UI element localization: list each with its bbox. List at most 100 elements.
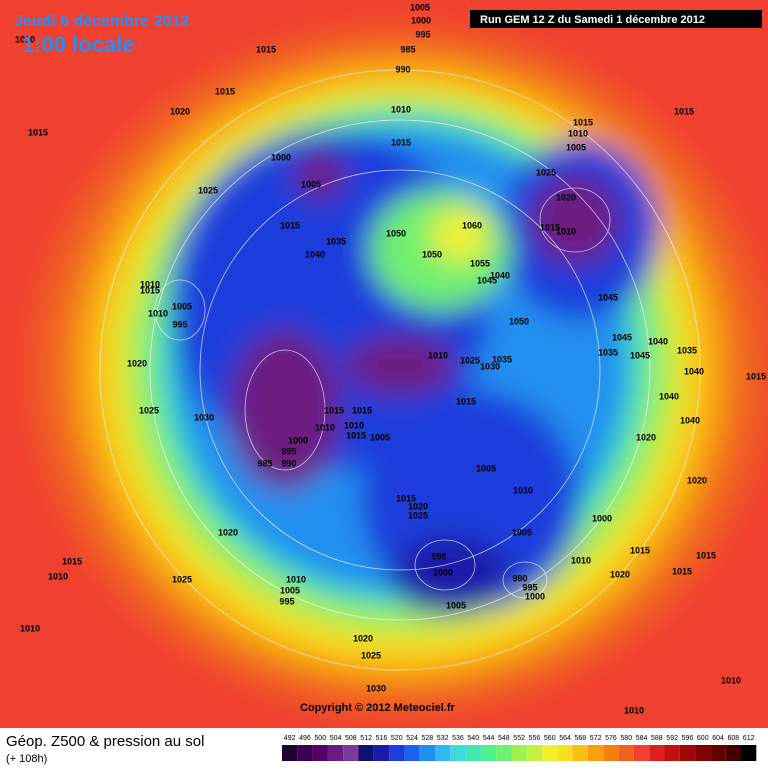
legend-value: 544 bbox=[483, 735, 495, 742]
pressure-label: 1005 bbox=[512, 527, 532, 537]
pressure-label: 1045 bbox=[598, 292, 618, 302]
pressure-label: 1040 bbox=[305, 249, 325, 259]
pressure-label: 1005 bbox=[172, 301, 192, 311]
pressure-label: 1045 bbox=[477, 275, 497, 285]
pressure-label: 1015 bbox=[62, 556, 82, 566]
pressure-label: 1015 bbox=[746, 371, 766, 381]
legend-swatch bbox=[603, 745, 619, 761]
pressure-label: 1000 bbox=[288, 435, 308, 445]
pressure-label: 1025 bbox=[460, 355, 480, 365]
legend-value: 532 bbox=[437, 735, 449, 742]
legend-swatch bbox=[695, 745, 711, 761]
pressure-label: 995 bbox=[415, 29, 430, 39]
legend-value: 496 bbox=[299, 735, 311, 742]
legend-value: 536 bbox=[452, 735, 464, 742]
pressure-label: 1015 bbox=[391, 137, 411, 147]
legend-value: 576 bbox=[605, 735, 617, 742]
legend-swatch bbox=[450, 745, 466, 761]
pressure-label: 1010 bbox=[721, 675, 741, 685]
legend-swatch bbox=[282, 745, 298, 761]
legend-value: 524 bbox=[406, 735, 418, 742]
geopotential-field bbox=[0, 0, 768, 728]
pressure-label: 1025 bbox=[361, 650, 381, 660]
pressure-label: 1005 bbox=[410, 2, 430, 12]
pressure-label: 1015 bbox=[280, 220, 300, 230]
pressure-labels: 1010100510009959859901015101510201015101… bbox=[15, 2, 766, 715]
pressure-label: 1015 bbox=[324, 405, 344, 415]
pressure-label: 1035 bbox=[598, 347, 618, 357]
pressure-label: 1010 bbox=[48, 571, 68, 581]
pressure-label: 1015 bbox=[672, 566, 692, 576]
pressure-label: 1020 bbox=[556, 192, 576, 202]
run-box bbox=[470, 10, 762, 28]
legend-value: 572 bbox=[590, 735, 602, 742]
pressure-label: 1005 bbox=[280, 585, 300, 595]
pressure-label: 1025 bbox=[139, 405, 159, 415]
pressure-label: 1010 bbox=[571, 555, 591, 565]
pressure-label: 1050 bbox=[386, 228, 406, 238]
pressure-label: 1005 bbox=[370, 432, 390, 442]
pressure-label: 1015 bbox=[573, 117, 593, 127]
pressure-label: 1040 bbox=[659, 391, 679, 401]
legend-swatch bbox=[343, 745, 359, 761]
pressure-label: 1020 bbox=[170, 106, 190, 116]
pressure-label: 1025 bbox=[198, 185, 218, 195]
pressure-label: 1060 bbox=[462, 220, 482, 230]
pressure-label: 1020 bbox=[687, 475, 707, 485]
pressure-label: 1010 bbox=[286, 574, 306, 584]
pressure-label: 1015 bbox=[346, 430, 366, 440]
legend-value: 492 bbox=[284, 735, 296, 742]
pressure-label: 1030 bbox=[366, 683, 386, 693]
pressure-label: 1010 bbox=[391, 104, 411, 114]
legend-swatch bbox=[649, 745, 665, 761]
pressure-label: 1015 bbox=[215, 86, 235, 96]
pressure-label: 1040 bbox=[490, 270, 510, 280]
pressure-label: 990 bbox=[395, 64, 410, 74]
legend-value: 548 bbox=[498, 735, 510, 742]
pressure-label: 1005 bbox=[566, 142, 586, 152]
pressure-label: 1020 bbox=[353, 633, 373, 643]
pressure-label: 1010 bbox=[624, 705, 644, 715]
pressure-label: 1010 bbox=[15, 34, 35, 44]
pressure-label: 1005 bbox=[476, 463, 496, 473]
legend-value: 520 bbox=[391, 735, 403, 742]
pressure-label: 1010 bbox=[556, 226, 576, 236]
pressure-label: 1010 bbox=[315, 422, 335, 432]
pressure-label: 985 bbox=[400, 44, 415, 54]
pressure-label: 1030 bbox=[480, 361, 500, 371]
legend-value: 588 bbox=[651, 735, 663, 742]
legend-value: 592 bbox=[666, 735, 678, 742]
pressure-label: 1015 bbox=[696, 550, 716, 560]
legend-swatch bbox=[465, 745, 481, 761]
legend-swatch bbox=[741, 745, 757, 761]
pressure-label: 995 bbox=[281, 446, 296, 456]
pressure-label: 995 bbox=[172, 319, 187, 329]
legend-value: 608 bbox=[728, 735, 740, 742]
legend-swatch bbox=[327, 745, 344, 761]
legend-swatch bbox=[419, 745, 435, 761]
pressure-label: 1040 bbox=[684, 366, 704, 376]
legend-value: 516 bbox=[376, 735, 388, 742]
legend-swatch bbox=[542, 745, 558, 761]
pressure-label: 1045 bbox=[630, 350, 650, 360]
legend-swatch bbox=[526, 745, 543, 761]
legend-swatch bbox=[389, 745, 405, 761]
legend-swatch bbox=[725, 745, 741, 761]
pressure-label: 1015 bbox=[28, 127, 48, 137]
pressure-label: 1045 bbox=[612, 332, 632, 342]
pressure-label: 995 bbox=[522, 582, 537, 592]
pressure-label: 1015 bbox=[256, 44, 276, 54]
pressure-label: 995 bbox=[431, 551, 446, 561]
pressure-label: 1035 bbox=[326, 236, 346, 246]
legend-swatch bbox=[511, 745, 527, 761]
pressure-label: 1000 bbox=[525, 591, 545, 601]
legend-swatch bbox=[358, 745, 374, 761]
legend-swatch bbox=[588, 745, 604, 761]
legend-value: 508 bbox=[345, 735, 357, 742]
legend-value: 596 bbox=[682, 735, 694, 742]
pressure-label: 1020 bbox=[610, 569, 630, 579]
legend-swatch bbox=[480, 745, 497, 761]
pressure-label: 990 bbox=[512, 573, 527, 583]
legend-value: 540 bbox=[467, 735, 479, 742]
